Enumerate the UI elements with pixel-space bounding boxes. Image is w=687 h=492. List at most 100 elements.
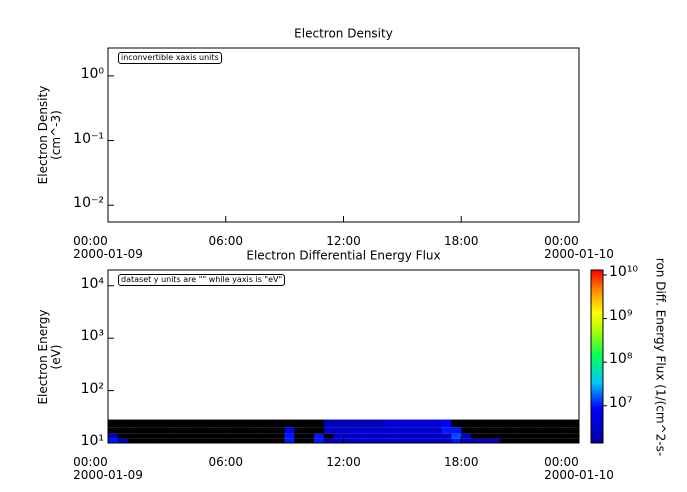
colorbar-segment [591,434,603,438]
heatmap-cell [451,433,462,439]
heatmap-cell [363,419,374,428]
heatmap-cell [363,438,374,443]
heatmap-cell [274,419,285,428]
heatmap-cell [166,438,177,443]
heatmap-cell [304,433,315,439]
heatmap-cell [569,427,580,434]
heatmap-cell [372,427,384,434]
colorbar-segment [591,352,603,355]
colorbar-segment [591,274,603,277]
heatmap-cell [520,427,531,434]
heatmap-cell [323,433,334,439]
heatmap-cell [206,427,217,434]
heatmap-cell [314,419,325,428]
heatmap-cell [117,433,128,439]
colorbar-segment [591,288,603,291]
heatmap-cell [284,427,295,434]
y-tick-label: 10⁻² [73,195,104,212]
heatmap-cell [255,433,266,439]
heatmap-cell [363,433,374,439]
heatmap-cell [539,419,550,428]
colorbar-segment [591,358,603,362]
colorbar-segment [591,416,603,420]
heatmap-cell [294,419,305,428]
colorbar-segment [591,334,603,337]
heatmap-cell [569,433,580,439]
heatmap-cell [451,419,462,428]
colorbar-segment [591,364,603,368]
heatmap-cell [372,433,384,439]
heatmap-cell [471,438,482,443]
colorbar-segment [591,420,603,424]
heatmap-cell [392,427,403,434]
colorbar-segment [591,394,603,398]
heatmap-cell [157,433,168,439]
colorbar-segment [591,298,603,301]
colorbar-segment [591,312,603,315]
colorbar-segment [591,284,603,287]
colorbar-segment [591,384,603,388]
colorbar-segment [591,362,603,366]
heatmap-cell [392,438,403,443]
heatmap-cell [127,419,138,428]
heatmap-cell [422,427,433,434]
colorbar-segment [591,398,603,402]
colorbar-segment [591,414,603,418]
colorbar-segment [591,344,603,347]
heatmap-cell [372,438,384,443]
colorbar-segment [591,374,603,378]
heatmap-cell [569,419,580,428]
heatmap-cell [127,438,138,443]
x-tick-label: 00:00 2000-01-09 [73,455,143,482]
heatmap-cell [157,438,168,443]
colorbar-segment [591,372,603,376]
heatmap-cell [147,438,158,443]
heatmap-cell [304,438,315,443]
heatmap-cell [559,419,570,428]
colorbar-segment [591,386,603,390]
y-tick-label: 10⁻¹ [73,130,104,147]
heatmap-cell [245,438,256,443]
colorbar-segment [591,272,603,275]
plot-frame [107,47,580,223]
heatmap-cell [176,427,187,434]
heatmap-cell [137,419,148,428]
heatmap-cell [353,438,364,443]
colorbar-label: ron Diff. Energy Flux (1/(cm^2-s- [653,257,668,456]
heatmap-cell [196,419,207,428]
heatmap-cell [441,433,452,439]
heatmap-cell [343,427,354,434]
heatmap-cell [480,427,491,434]
annotation: dataset y units are "" while yaxis is "e… [118,274,286,286]
heatmap-cell [137,433,148,439]
colorbar-segment [591,408,603,412]
colorbar-segment [591,356,603,360]
colorbar-segment [591,304,603,307]
colorbar-segment [591,412,603,416]
colorbar-segment [591,316,603,319]
heatmap-cell [108,419,119,428]
x-tick-label: 06:00 [208,234,244,248]
heatmap-cell [471,419,482,428]
heatmap-cell [314,433,325,439]
heatmap-cell [343,438,354,443]
heatmap-cell [206,438,217,443]
heatmap-cell [402,433,413,439]
heatmap-cell [441,419,452,428]
x-tick-label: 18:00 [443,455,479,469]
heatmap-cell [490,419,501,428]
heatmap-cell [402,419,413,428]
colorbar-segment [591,354,603,357]
heatmap-cell [255,419,266,428]
heatmap-cell [382,427,393,434]
heatmap-cell [157,427,168,434]
heatmap-cell [569,438,580,443]
colorbar-segment [591,300,603,303]
heatmap-cell [382,433,393,439]
heatmap-cell [108,438,119,443]
heatmap-cell [215,438,227,443]
plot-frame [107,269,580,444]
heatmap-cell [490,427,501,434]
heatmap-cell [382,438,393,443]
